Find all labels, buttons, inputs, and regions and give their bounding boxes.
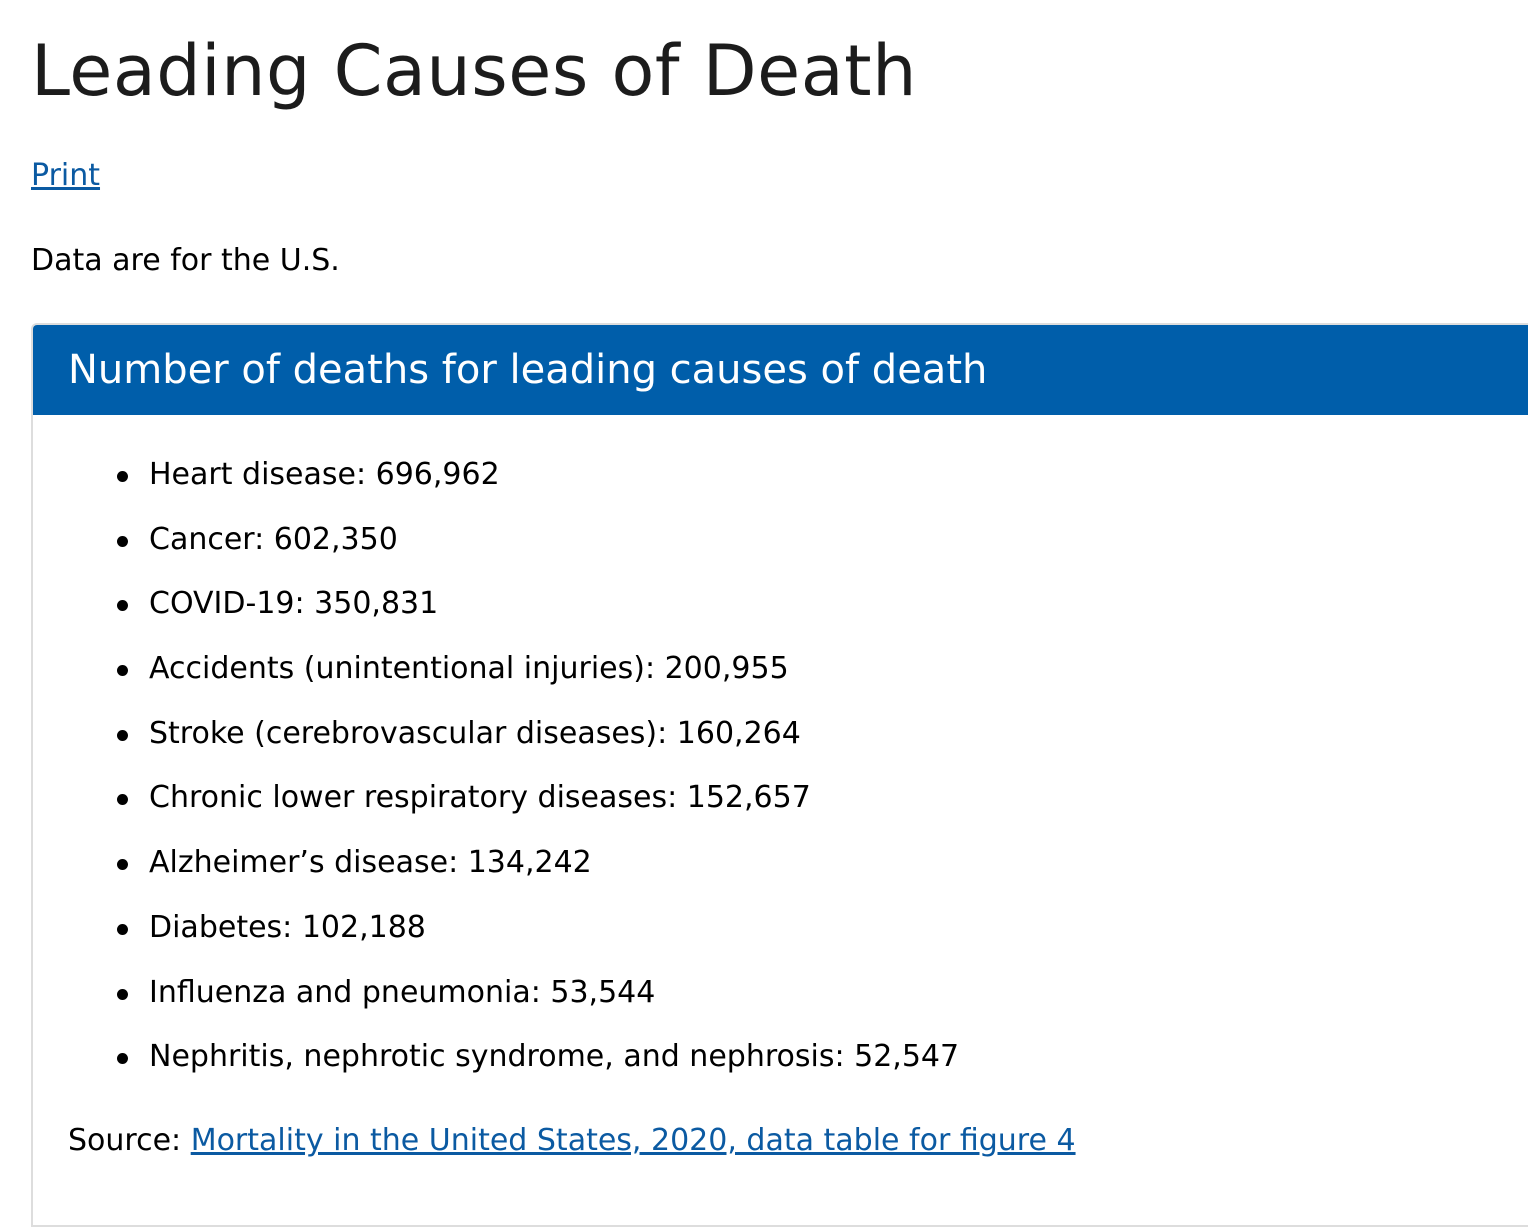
source-label: Source: [68,1123,191,1158]
list-item: Influenza and pneumonia: 53,544 [117,973,959,1038]
list-item: Chronic lower respiratory diseases: 152,… [117,778,959,843]
source-link[interactable]: Mortality in the United States, 2020, da… [190,1123,1076,1158]
list-item: Diabetes: 102,188 [117,908,959,973]
list-item: Stroke (cerebrovascular diseases): 160,2… [117,714,959,779]
causes-list: Heart disease: 696,962 Cancer: 602,350 C… [117,455,959,1102]
page-title: Leading Causes of Death [31,30,917,112]
data-note: Data are for the U.S. [31,243,340,278]
print-link[interactable]: Print [31,158,101,193]
list-item: Alzheimer’s disease: 134,242 [117,843,959,908]
list-item: Cancer: 602,350 [117,520,959,585]
deaths-card: Number of deaths for leading causes of d… [31,323,1528,1227]
list-item: Nephritis, nephrotic syndrome, and nephr… [117,1037,959,1102]
card-heading: Number of deaths for leading causes of d… [33,325,1528,415]
list-item: COVID-19: 350,831 [117,584,959,649]
list-item: Accidents (unintentional injuries): 200,… [117,649,959,714]
source-line: Source: Mortality in the United States, … [68,1123,1076,1158]
list-item: Heart disease: 696,962 [117,455,959,520]
